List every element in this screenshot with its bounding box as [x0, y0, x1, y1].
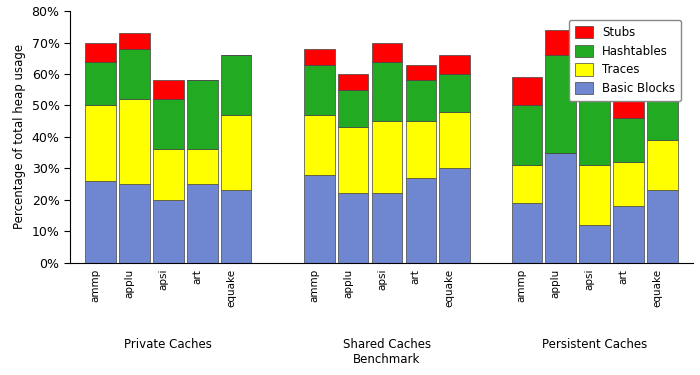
Bar [153, 99, 183, 149]
Bar [372, 121, 402, 194]
Bar [85, 43, 116, 62]
Text: ammp: ammp [90, 269, 101, 302]
Bar [512, 77, 542, 105]
Bar [440, 74, 470, 112]
Bar [647, 77, 678, 96]
Bar [85, 62, 116, 105]
Text: ammp: ammp [517, 269, 527, 302]
Bar [187, 80, 218, 149]
Bar [304, 49, 335, 64]
Text: equake: equake [226, 269, 236, 307]
Bar [545, 55, 576, 153]
Y-axis label: Percentage of total heap usage: Percentage of total heap usage [13, 44, 26, 230]
Bar [119, 99, 150, 184]
Bar [153, 149, 183, 200]
Text: applu: applu [343, 269, 353, 298]
Bar [405, 121, 436, 178]
Text: Persistent Caches: Persistent Caches [542, 338, 648, 351]
Bar [440, 168, 470, 262]
Text: apsi: apsi [158, 269, 169, 290]
Bar [187, 149, 218, 184]
Text: equake: equake [652, 269, 662, 307]
Bar [338, 194, 368, 262]
Bar [304, 64, 335, 115]
Text: equake: equake [444, 269, 455, 307]
Bar [613, 162, 644, 206]
Bar [647, 190, 678, 262]
Bar [220, 55, 251, 115]
Bar [338, 90, 368, 128]
Text: applu: applu [551, 269, 561, 298]
Bar [613, 206, 644, 262]
Bar [512, 105, 542, 165]
Text: art: art [411, 269, 421, 284]
Text: applu: applu [125, 269, 134, 298]
Bar [372, 43, 402, 62]
Bar [512, 165, 542, 203]
Bar [119, 184, 150, 262]
Bar [647, 140, 678, 190]
Bar [220, 190, 251, 262]
Legend: Stubs, Hashtables, Traces, Basic Blocks: Stubs, Hashtables, Traces, Basic Blocks [569, 20, 681, 101]
Text: ammp: ammp [309, 269, 319, 302]
Bar [647, 96, 678, 140]
Bar [119, 33, 150, 49]
Bar [613, 118, 644, 162]
Bar [153, 80, 183, 99]
Bar [512, 203, 542, 262]
Bar [338, 74, 368, 90]
Bar [372, 194, 402, 262]
Bar [338, 128, 368, 194]
Text: apsi: apsi [377, 269, 387, 290]
Bar [220, 115, 251, 190]
Bar [187, 184, 218, 262]
Bar [545, 30, 576, 55]
Bar [580, 99, 610, 165]
Bar [545, 153, 576, 262]
Bar [85, 105, 116, 181]
Bar [372, 62, 402, 121]
Text: Shared Caches
Benchmark: Shared Caches Benchmark [343, 338, 431, 366]
Bar [304, 174, 335, 262]
Bar [405, 64, 436, 80]
Bar [304, 115, 335, 174]
Bar [153, 200, 183, 262]
Text: Private Caches: Private Caches [125, 338, 212, 351]
Text: art: art [193, 269, 202, 284]
Bar [85, 181, 116, 262]
Bar [580, 225, 610, 262]
Bar [613, 99, 644, 118]
Bar [440, 112, 470, 168]
Text: apsi: apsi [584, 269, 594, 290]
Bar [405, 80, 436, 121]
Bar [405, 178, 436, 262]
Bar [580, 93, 610, 99]
Text: art: art [619, 269, 629, 284]
Bar [119, 49, 150, 99]
Bar [440, 55, 470, 74]
Bar [580, 165, 610, 225]
